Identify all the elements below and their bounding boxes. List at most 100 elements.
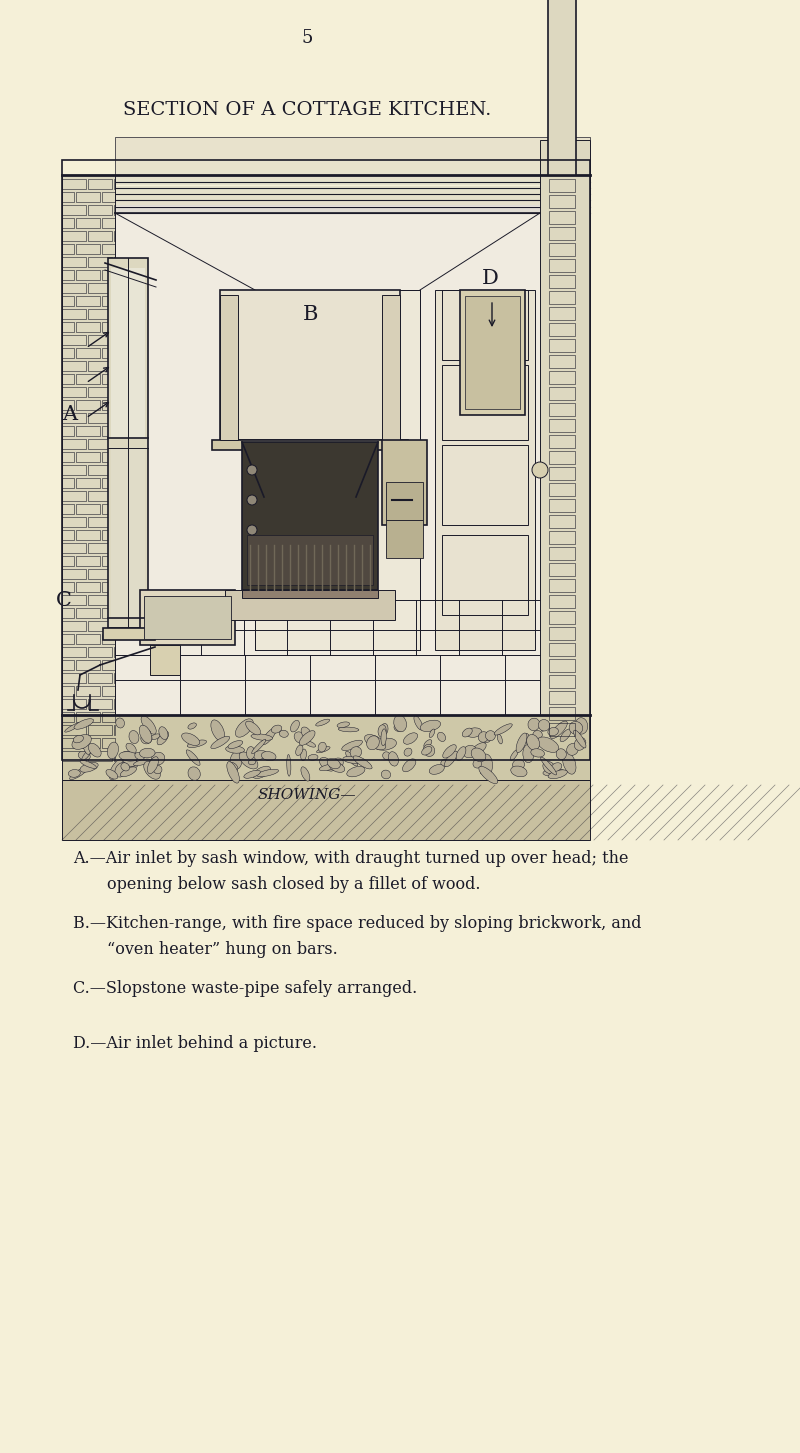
- Ellipse shape: [423, 744, 434, 757]
- Ellipse shape: [527, 737, 535, 748]
- Ellipse shape: [246, 721, 261, 735]
- Ellipse shape: [414, 716, 422, 729]
- Bar: [102, 296, 115, 307]
- Ellipse shape: [333, 758, 343, 767]
- Bar: [88, 179, 112, 189]
- Bar: [114, 309, 115, 320]
- Bar: [102, 712, 115, 722]
- Bar: [76, 478, 100, 488]
- Bar: [549, 355, 575, 368]
- Bar: [435, 291, 535, 649]
- Ellipse shape: [382, 751, 390, 760]
- Ellipse shape: [462, 728, 472, 737]
- Bar: [108, 259, 148, 628]
- Ellipse shape: [226, 745, 245, 753]
- Bar: [549, 466, 575, 479]
- Bar: [88, 283, 112, 294]
- Ellipse shape: [543, 761, 555, 774]
- Ellipse shape: [342, 740, 362, 751]
- Bar: [549, 594, 575, 607]
- Ellipse shape: [279, 731, 288, 737]
- Ellipse shape: [478, 732, 489, 742]
- Bar: [88, 751, 112, 761]
- Bar: [102, 504, 115, 514]
- Ellipse shape: [129, 731, 139, 744]
- Bar: [549, 418, 575, 432]
- Bar: [88, 570, 112, 578]
- Bar: [460, 291, 525, 416]
- Ellipse shape: [115, 763, 128, 777]
- Bar: [549, 227, 575, 240]
- Bar: [549, 482, 575, 495]
- Bar: [62, 174, 115, 760]
- Ellipse shape: [378, 725, 386, 737]
- Bar: [549, 195, 575, 208]
- Ellipse shape: [523, 744, 534, 763]
- Bar: [114, 179, 115, 189]
- Bar: [76, 607, 100, 618]
- Ellipse shape: [541, 757, 557, 774]
- Bar: [62, 715, 590, 780]
- Ellipse shape: [420, 721, 441, 731]
- Ellipse shape: [531, 748, 545, 757]
- Bar: [549, 708, 575, 721]
- Bar: [62, 386, 86, 397]
- Bar: [76, 218, 100, 228]
- Bar: [549, 644, 575, 655]
- Ellipse shape: [430, 729, 435, 738]
- Bar: [549, 275, 575, 288]
- Ellipse shape: [319, 764, 337, 770]
- Bar: [102, 323, 115, 331]
- Bar: [88, 439, 112, 449]
- Bar: [549, 676, 575, 689]
- Ellipse shape: [528, 718, 540, 731]
- Bar: [114, 283, 115, 294]
- Bar: [88, 673, 112, 683]
- Bar: [442, 445, 528, 525]
- Ellipse shape: [479, 766, 498, 783]
- Text: D: D: [482, 269, 498, 288]
- Bar: [62, 647, 86, 657]
- Ellipse shape: [253, 766, 270, 779]
- Ellipse shape: [394, 722, 406, 731]
- Bar: [549, 514, 575, 527]
- Bar: [62, 686, 74, 696]
- Bar: [549, 243, 575, 256]
- Bar: [62, 296, 74, 307]
- Ellipse shape: [126, 744, 136, 753]
- Ellipse shape: [139, 725, 152, 742]
- Bar: [62, 400, 74, 410]
- Ellipse shape: [365, 735, 386, 750]
- Ellipse shape: [244, 770, 260, 779]
- Ellipse shape: [187, 740, 206, 747]
- Bar: [62, 478, 74, 488]
- Bar: [114, 413, 115, 423]
- Ellipse shape: [116, 718, 125, 728]
- Bar: [76, 738, 100, 748]
- Circle shape: [247, 465, 257, 475]
- Text: B.—Kitchen-range, with fire space reduced by sloping brickwork, and: B.—Kitchen-range, with fire space reduce…: [73, 915, 642, 931]
- Circle shape: [532, 462, 548, 478]
- Bar: [549, 307, 575, 320]
- Bar: [88, 309, 112, 320]
- Bar: [62, 607, 74, 618]
- Bar: [442, 291, 528, 360]
- Ellipse shape: [337, 722, 350, 728]
- Bar: [549, 628, 575, 639]
- Ellipse shape: [350, 747, 362, 758]
- Ellipse shape: [548, 728, 558, 735]
- Ellipse shape: [68, 770, 80, 777]
- Bar: [150, 645, 180, 676]
- Ellipse shape: [574, 731, 586, 748]
- Bar: [549, 434, 575, 448]
- Bar: [144, 596, 231, 639]
- Ellipse shape: [381, 729, 386, 745]
- Bar: [76, 530, 100, 541]
- Bar: [549, 402, 575, 416]
- Bar: [76, 349, 100, 357]
- Ellipse shape: [388, 751, 398, 766]
- Bar: [62, 323, 74, 331]
- Bar: [62, 620, 86, 631]
- Ellipse shape: [374, 738, 397, 750]
- Ellipse shape: [575, 718, 588, 734]
